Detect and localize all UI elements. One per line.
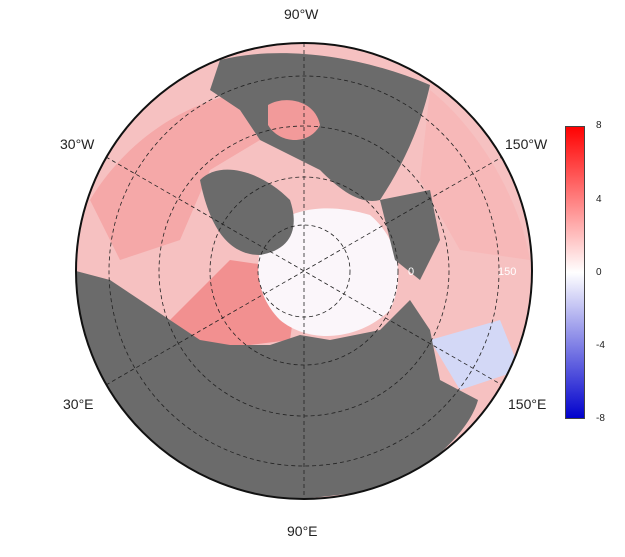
warm-anomaly-patch-atlantic — [90, 95, 260, 260]
colorbar-tick-minus-4: -4 — [596, 340, 605, 351]
colorbar-tick-minus-8: -8 — [596, 413, 605, 424]
inner-lat-label-1: 0 — [408, 266, 414, 278]
cool-anomaly-patch — [430, 320, 520, 390]
warm-anomaly-patch-pacific — [420, 90, 530, 260]
alaska-landmass — [380, 190, 440, 280]
colorbar-tick-8: 8 — [596, 120, 602, 131]
lon-label-lower-left: 30°E — [63, 396, 94, 412]
graticule — [105, 43, 503, 499]
lon-label-top: 90°W — [284, 6, 319, 22]
map-boundary — [75, 42, 533, 500]
colorbar-gradient — [565, 126, 585, 419]
lon-label-upper-left: 30°W — [60, 136, 95, 152]
hudson-bay — [268, 100, 320, 140]
greenland-landmass — [200, 169, 294, 255]
lon-label-upper-right: 150°W — [505, 136, 548, 152]
colorbar-tick-0: 0 — [596, 267, 602, 278]
lon-label-bottom: 90°E — [287, 523, 318, 539]
lon-label-lower-right: 150°E — [508, 396, 547, 412]
colorbar-tick-4: 4 — [596, 194, 602, 205]
colorbar-frame — [565, 126, 585, 419]
eurasia-landmass — [76, 271, 478, 499]
inner-lat-label-2: 150 — [498, 266, 516, 278]
central-arctic-ice — [258, 208, 399, 337]
north-america-landmass — [210, 53, 430, 201]
